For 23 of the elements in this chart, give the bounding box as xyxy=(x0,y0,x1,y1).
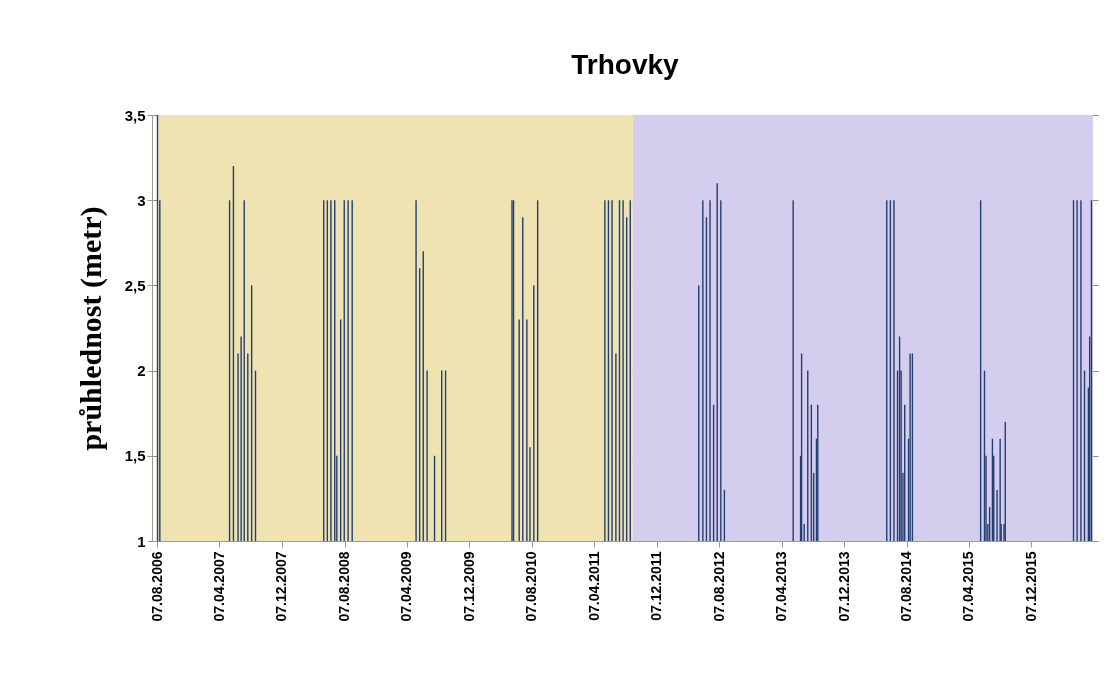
x-tick-label: 07.12.2007 xyxy=(273,551,290,622)
y-axis-title: průhlednost (metr) xyxy=(73,206,108,451)
y-tick-label: 2,5 xyxy=(124,276,146,294)
y-tick-label: 3 xyxy=(137,191,146,209)
chart-title: Trhovky xyxy=(571,49,680,80)
x-tick-label: 07.04.2007 xyxy=(210,551,227,622)
x-tick-label: 07.04.2015 xyxy=(960,551,977,622)
x-tick-label: 07.08.2014 xyxy=(898,551,915,622)
x-tick-label: 07.08.2008 xyxy=(336,551,353,622)
x-tick-label: 07.08.2012 xyxy=(710,551,727,622)
x-tick-label: 07.12.2013 xyxy=(835,551,852,622)
y-tick-label: 2 xyxy=(137,362,146,380)
y-tick-label: 1 xyxy=(137,532,146,550)
x-tick-label: 07.04.2009 xyxy=(398,551,415,622)
x-tick-label: 07.12.2015 xyxy=(1022,551,1039,622)
x-tick-label: 07.08.2006 xyxy=(148,551,165,622)
x-tick-label: 07.12.2011 xyxy=(648,551,665,621)
x-tick-label: 07.04.2011 xyxy=(585,551,602,621)
y-tick-label: 1,5 xyxy=(124,447,146,465)
x-tick-label: 07.04.2013 xyxy=(773,551,790,622)
x-tick-label: 07.12.2009 xyxy=(460,551,477,622)
x-tick-label: 07.08.2010 xyxy=(523,551,540,622)
y-tick-label: 3,5 xyxy=(124,106,146,124)
